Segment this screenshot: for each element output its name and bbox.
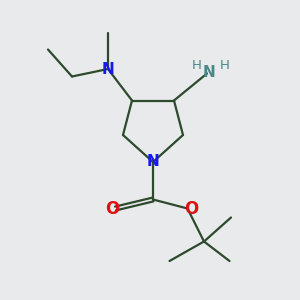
Text: O: O bbox=[184, 200, 198, 217]
Text: O: O bbox=[105, 200, 119, 217]
Text: H: H bbox=[220, 59, 230, 72]
Text: N: N bbox=[102, 61, 114, 76]
Text: N: N bbox=[202, 65, 215, 80]
Text: N: N bbox=[147, 154, 159, 169]
Text: H: H bbox=[192, 59, 201, 72]
